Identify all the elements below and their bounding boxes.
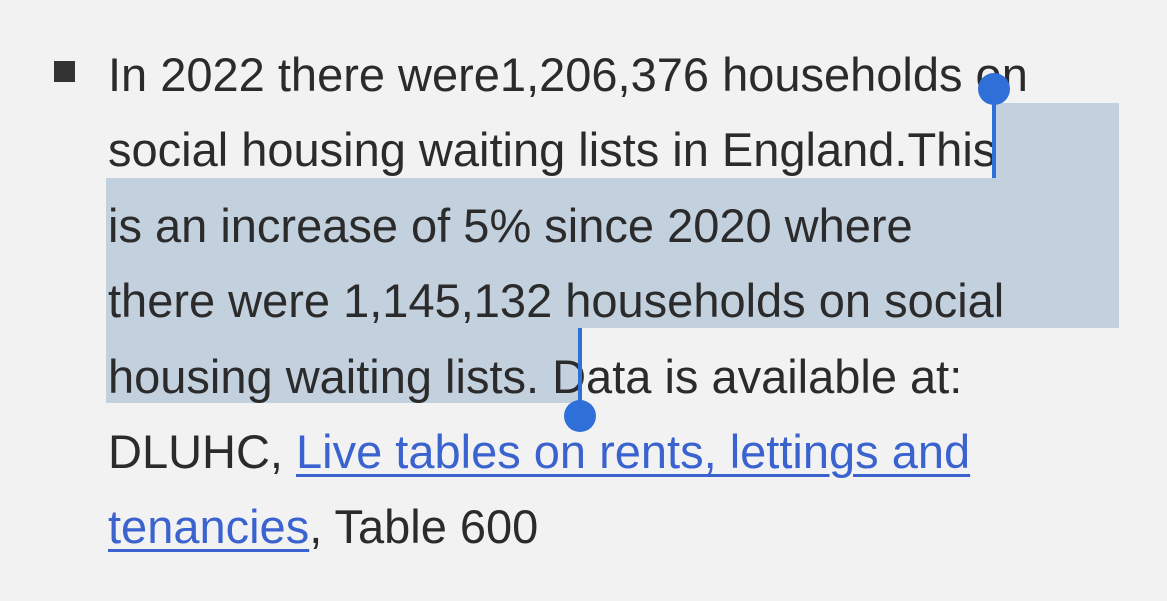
- paragraph-line-4: there were 1,145,132 households on socia…: [108, 263, 1128, 338]
- paragraph-line-3: is an increase of 5% since 2020 where: [108, 188, 1128, 263]
- selection-end-handle-bar[interactable]: [578, 328, 582, 418]
- source-link-part2[interactable]: tenancies: [108, 500, 310, 554]
- source-suffix: , Table 600: [309, 500, 539, 554]
- paragraph-line-6: DLUHC, Live tables on rents, lettings an…: [108, 414, 1128, 489]
- bullet-marker: [54, 61, 75, 82]
- selection-highlight-line4: [106, 253, 1119, 328]
- paragraph-line-2: social housing waiting lists in England.…: [108, 112, 1128, 187]
- text-line5-selected: housing waiting lists: [108, 349, 526, 403]
- text-line1: In 2022 there were1,206,376 households o…: [108, 48, 1028, 101]
- text-line4-selected: there were 1,145,132 households on socia…: [108, 274, 1005, 328]
- paragraph-line-5: housing waiting lists. Data is available…: [108, 339, 1128, 414]
- source-link-part1[interactable]: Live tables on rents, lettings and: [296, 424, 971, 478]
- selection-start-handle-bar[interactable]: [992, 90, 996, 178]
- paragraph[interactable]: In 2022 there were1,206,376 households o…: [108, 37, 1128, 565]
- paragraph-line-7: tenancies, Table 600: [108, 489, 1128, 564]
- paragraph-line-1: In 2022 there were1,206,376 households o…: [108, 37, 1128, 112]
- text-line3-selected: is an increase of 5% since 2020 where: [108, 198, 913, 252]
- text-line2-selected: This: [907, 123, 997, 177]
- selection-highlight-line5: [106, 328, 580, 403]
- text-line2-unselected: social housing waiting lists in England.: [108, 123, 908, 177]
- selection-highlight-line2: [995, 103, 1119, 178]
- selection-highlight-line3: [106, 178, 1119, 253]
- source-prefix: DLUHC,: [108, 424, 297, 478]
- selection-end-handle-knob[interactable]: [564, 400, 596, 432]
- text-line5-unselected: . Data is available at:: [526, 349, 963, 403]
